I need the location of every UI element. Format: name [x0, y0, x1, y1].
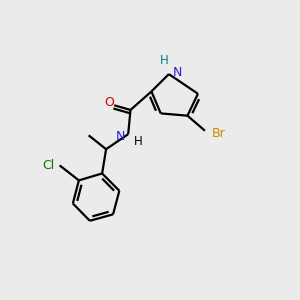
- Text: N: N: [116, 130, 125, 143]
- Text: O: O: [105, 97, 115, 110]
- Text: H: H: [134, 135, 143, 148]
- Text: Br: Br: [212, 127, 225, 140]
- Text: H: H: [160, 54, 169, 67]
- Text: Cl: Cl: [42, 159, 54, 172]
- Text: N: N: [172, 67, 182, 80]
